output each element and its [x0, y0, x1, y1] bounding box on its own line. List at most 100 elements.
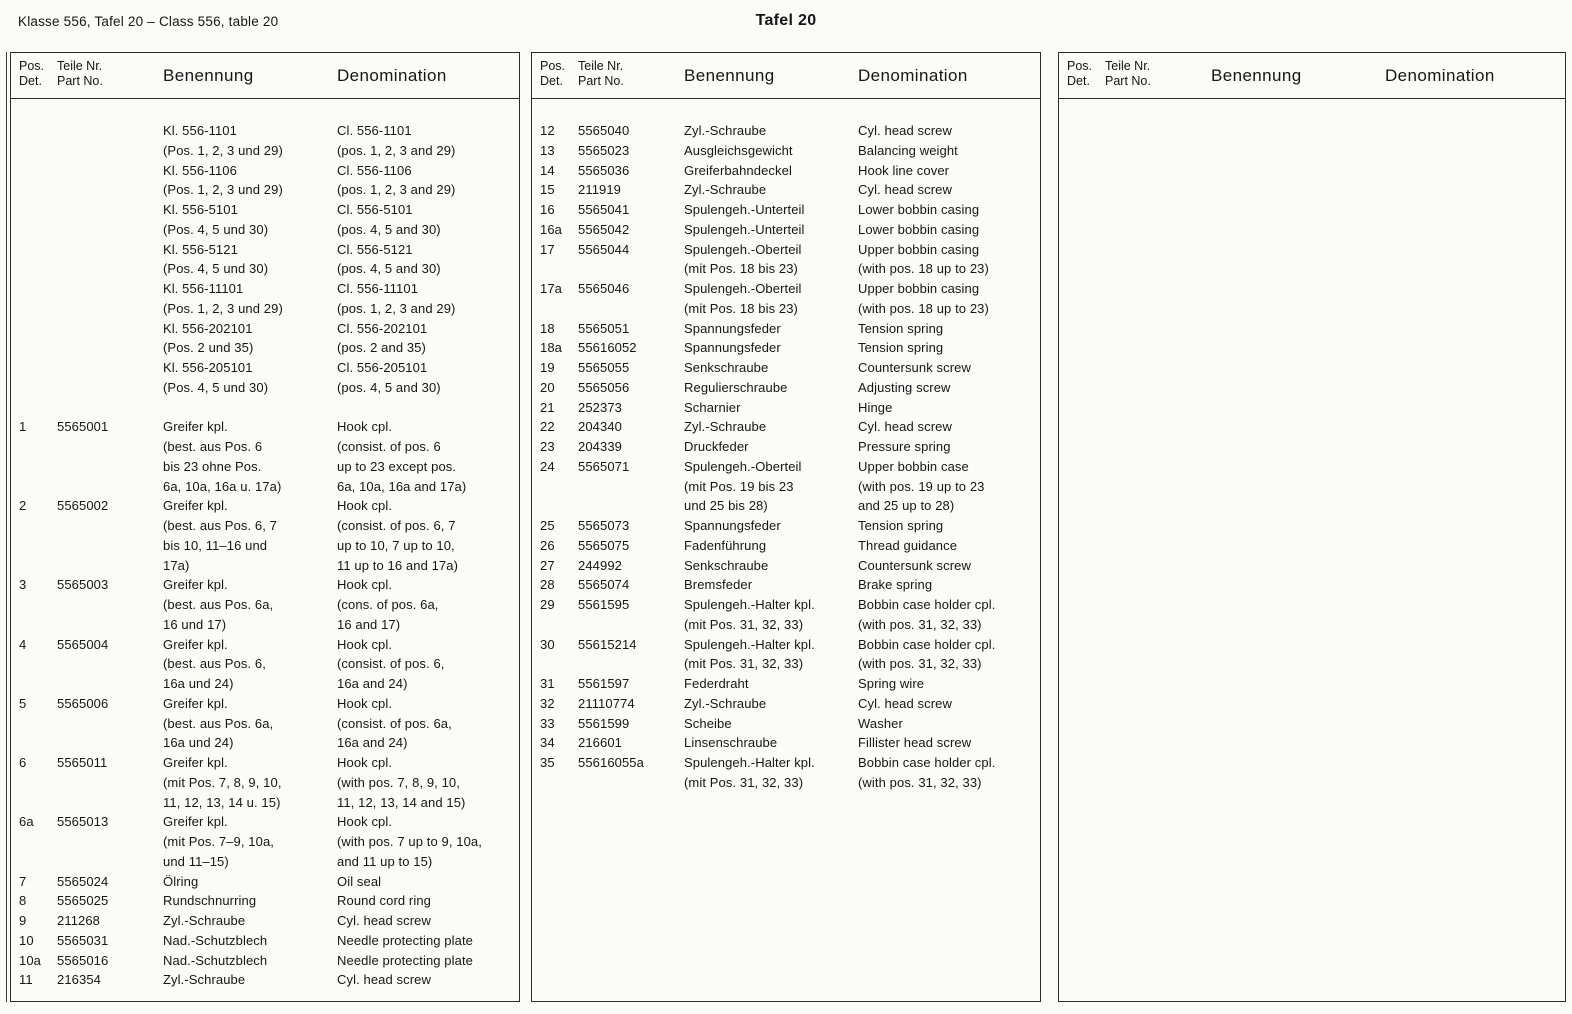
cell-benennung: Greifer kpl.	[163, 636, 228, 652]
cell-benennung: 16 und 17)	[163, 616, 227, 632]
cell-part-no: 5565013	[57, 814, 109, 830]
cell-pos: 24	[540, 458, 555, 474]
cell-pos	[19, 141, 57, 161]
cell-part-no	[578, 773, 684, 793]
page-title: Tafel 20	[755, 12, 817, 29]
column-header-pos: Pos. Det.	[540, 59, 578, 98]
column-header-pos: Pos. Det.	[19, 59, 57, 98]
cell-denomination: Cl. 556-205101	[337, 360, 428, 375]
cell-part-no	[57, 279, 163, 299]
column-header-part-line1: Teile Nr.	[57, 59, 103, 73]
cell-benennung: Spulengeh.-Oberteil	[684, 241, 802, 257]
cell-denomination: Hook cpl.	[337, 814, 393, 830]
table-row: Kl. 556-205101 Cl. 556-205101	[19, 358, 519, 378]
cell-denomination: Washer	[858, 715, 903, 731]
cell-benennung: Federdraht	[684, 676, 749, 691]
cell-benennung: Greifer kpl.	[163, 577, 228, 593]
cell-denomination: Tension spring	[858, 320, 944, 336]
cell-denomination: Countersunk screw	[858, 360, 971, 375]
cell-pos	[540, 299, 578, 319]
table-row: 10 5565031 Nad.-Schutzblech Needle protecti…	[19, 931, 519, 951]
cell-denomination: Cl. 556-202101	[337, 320, 428, 336]
cell-benennung: (mit Pos. 7, 8, 9, 10,	[163, 774, 282, 790]
cell-pos	[19, 536, 57, 556]
cell-denomination: (with pos. 18 up to 23)	[858, 300, 989, 316]
cell-benennung: Spulengeh.-Oberteil	[684, 458, 802, 474]
cell-denomination: (pos. 4, 5 and 30)	[337, 261, 441, 277]
cell-denomination: Thread guidance	[858, 537, 958, 553]
cell-benennung: Senkschraube	[684, 557, 769, 573]
cell-benennung: (Pos. 1, 2, 3 und 29)	[163, 142, 283, 158]
cell-pos: 19	[540, 360, 555, 375]
table-row: (mit Pos. 31, 32, 33) (with pos. 31, 32, …	[540, 654, 1040, 674]
cell-denomination: Spring wire	[858, 676, 925, 691]
table-body	[1059, 99, 1565, 121]
table-row: (mit Pos. 7–9, 10a, (with pos. 7 up to 9,…	[19, 832, 519, 852]
table-row: 11, 12, 13, 14 u. 15) 11, 12, 13, 14 and …	[19, 793, 519, 813]
column-header-pos-line1: Pos.	[19, 59, 45, 73]
table-row: 6 5565011 Greifer kpl. Hook cpl.	[19, 753, 519, 773]
cell-denomination: Cyl. head screw	[858, 695, 952, 711]
cell-denomination: Oil seal	[337, 873, 382, 889]
table-row: 16a und 24) 16a and 24)	[19, 733, 519, 753]
cell-part-no: 5565036	[578, 162, 630, 178]
cell-part-no	[57, 733, 163, 753]
cell-denomination: Needle protecting plate	[337, 952, 474, 968]
cell-benennung: Spulengeh.-Halter kpl.	[684, 597, 815, 612]
cell-pos: 16	[540, 202, 555, 217]
table-body: Kl. 556-1101 Cl. 556-1101 (Pos. 1, 2, 3 un…	[11, 99, 519, 990]
table-row: 20 5565056 Regulierschraube Adjusting screw	[540, 378, 1040, 398]
table-row: und 11–15) and 11 up to 15)	[19, 852, 519, 872]
cell-benennung: (mit Pos. 31, 32, 33)	[684, 656, 804, 672]
cell-denomination	[337, 398, 519, 418]
table-body: 12 5565040 Zyl.-Schraube Cyl. head screw 13 5…	[532, 99, 1040, 793]
cell-part-no	[57, 615, 163, 635]
table-row: bis 23 ohne Pos. up to 23 except pos.	[19, 457, 519, 477]
cell-benennung: bis 10, 11–16 und	[163, 537, 268, 553]
cell-benennung: (best. aus Pos. 6,	[163, 656, 266, 672]
cell-benennung: und 11–15)	[163, 853, 229, 869]
cell-part-no	[57, 437, 163, 457]
cell-denomination: Lower bobbin casing	[858, 202, 980, 217]
cell-part-no	[57, 220, 163, 240]
cell-denomination: (with pos. 19 up to 23	[858, 478, 985, 494]
cell-part-no	[57, 773, 163, 793]
cell-part-no: 5565071	[578, 458, 630, 474]
cell-denomination: (with pos. 7, 8, 9, 10,	[337, 774, 460, 790]
table-row: (Pos. 4, 5 und 30) (pos. 4, 5 and 30)	[19, 259, 519, 279]
cell-benennung: Senkschraube	[684, 360, 769, 375]
parts-table-panel-1: Pos. Det. Teile Nr. Part No. Benennung D…	[10, 52, 520, 1002]
cell-benennung: Zyl.-Schraube	[684, 419, 767, 435]
cell-denomination: Hinge	[858, 399, 893, 415]
cell-benennung: Spannungsfeder	[684, 320, 781, 336]
cell-part-no: 5565046	[578, 281, 630, 296]
cell-benennung: Kl. 556-202101	[163, 320, 253, 336]
cell-denomination: Upper bobbin casing	[858, 241, 980, 257]
table-row: (Pos. 1, 2, 3 und 29) (pos. 1, 2, 3 and 2…	[19, 141, 519, 161]
table-row: 6a, 10a, 16a u. 17a) 6a, 10a, 16a and 17a…	[19, 477, 519, 497]
cell-part-no: 55615214	[578, 636, 637, 652]
cell-pos: 8	[19, 893, 27, 909]
cell-benennung: (mit Pos. 7–9, 10a,	[163, 834, 275, 849]
cell-part-no: 5565051	[578, 320, 630, 336]
cell-denomination: Brake spring	[858, 577, 933, 593]
cell-pos: 13	[540, 142, 555, 158]
cell-pos	[19, 773, 57, 793]
cell-part-no: 204339	[578, 439, 622, 454]
cell-benennung: Spulengeh.-Unterteil	[684, 221, 805, 237]
cell-benennung: Zyl.-Schraube	[684, 695, 767, 711]
column-header-denomination: Denomination	[858, 66, 968, 85]
cell-denomination: Bobbin case holder cpl.	[858, 597, 996, 612]
table-row: 25 5565073 Spannungsfeder Tension spring	[540, 516, 1040, 536]
cell-benennung: Regulierschraube	[684, 379, 788, 395]
parts-table-panel-3: Pos. Det. Teile Nr. Part No. Benennung D…	[1058, 52, 1566, 1002]
cell-pos: 6a	[19, 814, 34, 830]
cell-denomination: Cl. 556-11101	[337, 281, 419, 296]
cell-part-no: 5561599	[578, 715, 630, 731]
table-row: und 25 bis 28) and 25 up to 28)	[540, 496, 1040, 516]
cell-benennung: Rundschnurring	[163, 893, 257, 909]
cell-pos: 27	[540, 557, 555, 573]
cell-denomination: 16 and 17)	[337, 616, 401, 632]
cell-benennung: Kl. 556-1101	[163, 123, 237, 138]
cell-pos: 7	[19, 873, 27, 889]
